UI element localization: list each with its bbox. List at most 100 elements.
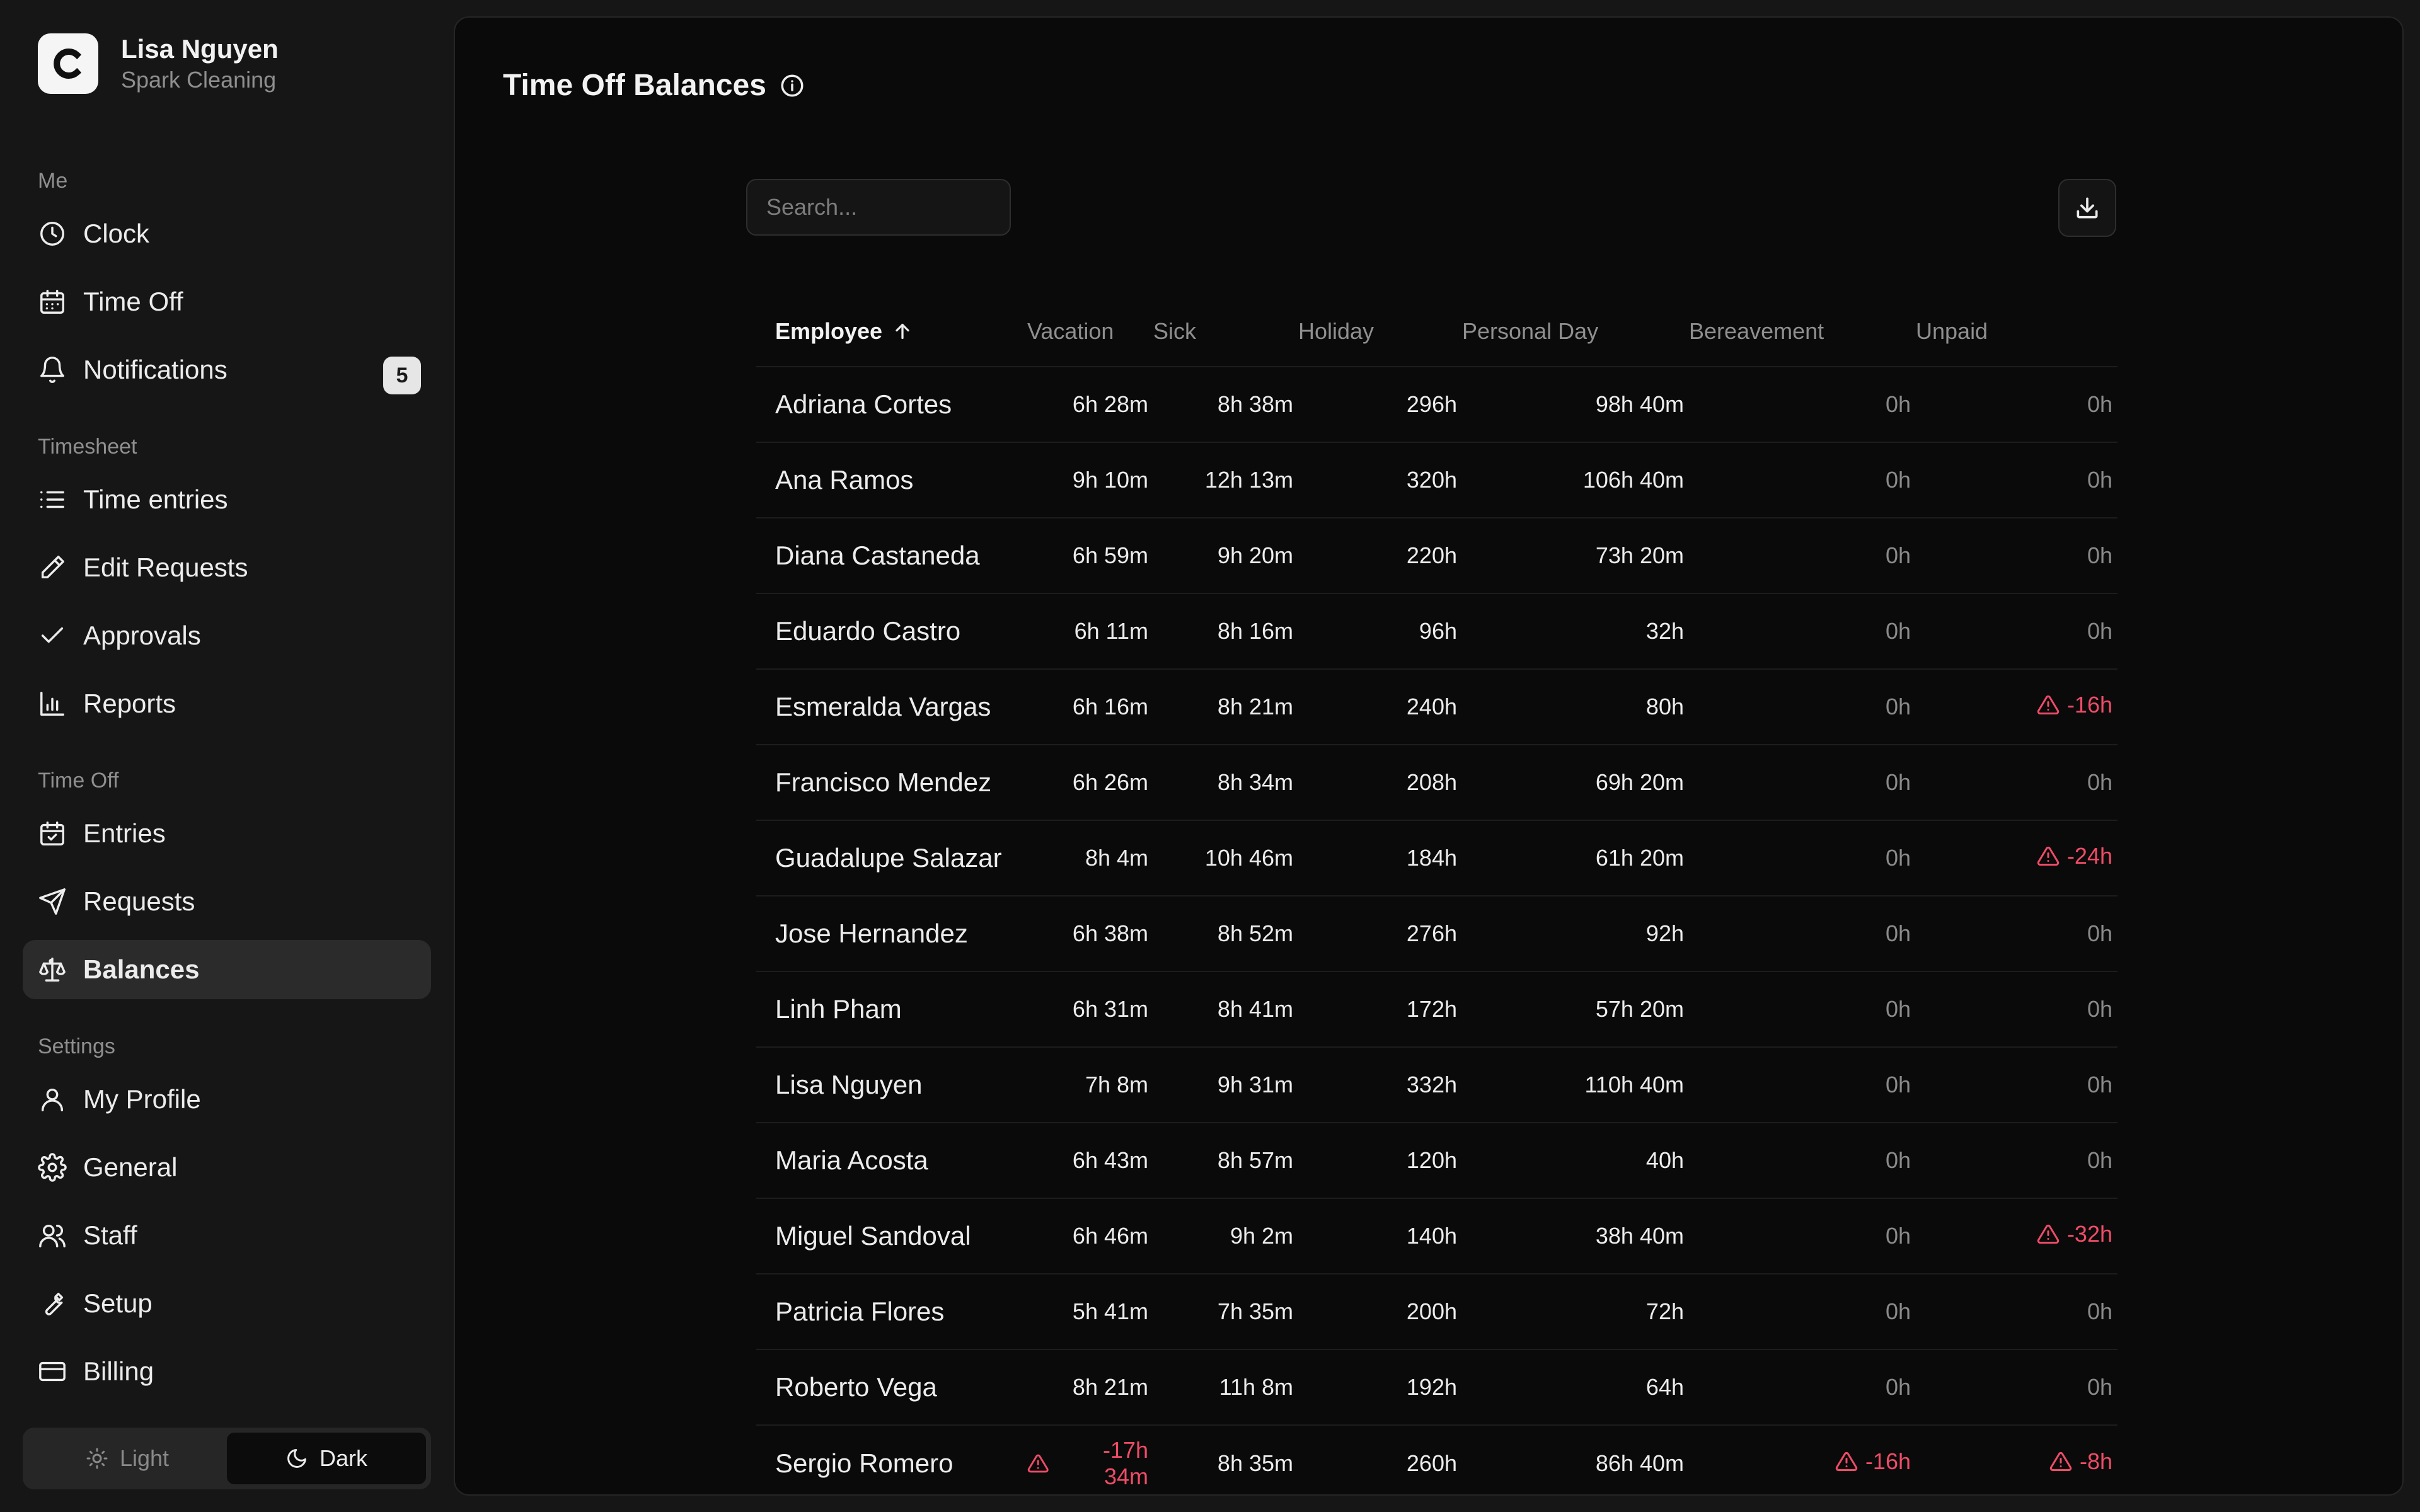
column-header-label: Sick <box>1153 318 1197 344</box>
list-icon <box>38 485 67 514</box>
sidebar-item-setup[interactable]: Setup <box>23 1274 431 1333</box>
balance-cell: 12h 13m <box>1153 442 1298 518</box>
table-row[interactable]: Maria Acosta 6h 43m 8h 57m 120h 40h 0h 0h <box>756 1122 2118 1198</box>
balance-cell: 8h 35m <box>1153 1424 1298 1494</box>
balance-cell: 32h <box>1462 593 1689 669</box>
sidebar-item-label: Requests <box>83 886 195 916</box>
balance-cell: 220h <box>1298 517 1462 593</box>
balance-cell: 8h 21m <box>1153 668 1298 745</box>
employee-name: Adriana Cortes <box>756 366 1027 442</box>
sidebar-item-label: Clock <box>83 219 150 248</box>
sidebar-item-requests[interactable]: Requests <box>23 872 431 931</box>
balance-cell: 0h <box>1689 517 1916 593</box>
sidebar-item-billing[interactable]: Billing <box>23 1342 431 1401</box>
balance-cell: 7h 35m <box>1153 1273 1298 1349</box>
balance-cell: 40h <box>1462 1122 1689 1198</box>
bar-chart-icon <box>38 689 67 718</box>
balance-cell: 64h <box>1462 1349 1689 1425</box>
organization-name: Spark Cleaning <box>121 67 277 93</box>
balances-table: Employee Vacation Sick Holiday Personal Day B… <box>756 296 2118 1494</box>
sidebar-item-label: Balances <box>83 954 200 984</box>
wrench-icon <box>38 1289 67 1318</box>
table-row[interactable]: Lisa Nguyen 7h 8m 9h 31m 332h 110h 40m 0h 0h <box>756 1046 2118 1123</box>
balance-cell: 7h 8m <box>1027 1046 1153 1123</box>
sidebar-item-staff[interactable]: Staff <box>23 1206 431 1265</box>
sidebar-item-my-profile[interactable]: My Profile <box>23 1070 431 1129</box>
balance-cell: 5h 41m <box>1027 1273 1153 1349</box>
theme-dark-button[interactable]: Dark <box>227 1433 426 1484</box>
column-header-personal-day[interactable]: Personal Day <box>1462 296 1689 367</box>
table-body: Adriana Cortes 6h 28m 8h 38m 296h 98h 40m 0h 0… <box>756 366 2118 1494</box>
balance-cell: 240h <box>1298 668 1462 745</box>
balance-cell: 260h <box>1298 1424 1462 1494</box>
sidebar-item-edit-requests[interactable]: Edit Requests <box>23 538 431 597</box>
column-header-employee[interactable]: Employee <box>756 296 1027 367</box>
sidebar-item-time-entries[interactable]: Time entries <box>23 470 431 529</box>
balance-cell: 80h <box>1462 668 1689 745</box>
sidebar-item-general[interactable]: General <box>23 1138 431 1197</box>
scale-icon <box>38 955 67 984</box>
column-header-unpaid[interactable]: Unpaid <box>1916 296 2118 367</box>
column-header-label: Holiday <box>1298 318 1374 344</box>
negative-balance-value: -24h <box>2066 843 2112 869</box>
balance-cell: -32h <box>1916 1198 2118 1274</box>
balance-cell: 106h 40m <box>1462 442 1689 518</box>
negative-balance: -24h <box>2037 843 2112 869</box>
table-row[interactable]: Roberto Vega 8h 21m 11h 8m 192h 64h 0h 0h <box>756 1349 2118 1425</box>
theme-light-button[interactable]: Light <box>28 1433 227 1484</box>
column-header-vacation[interactable]: Vacation <box>1027 296 1153 367</box>
table-row[interactable]: Ana Ramos 9h 10m 12h 13m 320h 106h 40m 0h 0h <box>756 442 2118 518</box>
sidebar-item-notifications[interactable]: Notifications 5 <box>23 340 431 399</box>
balance-cell: 8h 57m <box>1153 1122 1298 1198</box>
sidebar-item-balances[interactable]: Balances <box>23 940 431 999</box>
company-logo-icon <box>54 49 82 79</box>
account-switcher[interactable]: Lisa Nguyen Spark Cleaning <box>38 33 279 94</box>
balance-cell: 8h 38m <box>1153 366 1298 442</box>
balance-cell: 96h <box>1298 593 1462 669</box>
table-row[interactable]: Linh Pham 6h 31m 8h 41m 172h 57h 20m 0h 0h <box>756 971 2118 1047</box>
table-row[interactable]: Jose Hernandez 6h 38m 8h 52m 276h 92h 0h 0h <box>756 895 2118 971</box>
balance-cell: 0h <box>1689 971 1916 1047</box>
negative-balance: -8h <box>2049 1448 2112 1475</box>
balance-cell: 72h <box>1462 1273 1689 1349</box>
info-icon[interactable] <box>779 72 805 99</box>
search-input[interactable] <box>746 179 1011 236</box>
balance-cell: 6h 38m <box>1027 895 1153 971</box>
column-header-label: Bereavement <box>1689 318 1824 344</box>
table-row[interactable]: Guadalupe Salazar 8h 4m 10h 46m 184h 61h 20m… <box>756 820 2118 896</box>
sidebar-item-entries[interactable]: Entries <box>23 804 431 863</box>
balance-cell: 0h <box>1916 517 2118 593</box>
balance-cell: -16h <box>1689 1424 1916 1494</box>
warning-icon <box>2049 1452 2072 1471</box>
balance-cell: 320h <box>1298 442 1462 518</box>
sidebar-item-clock[interactable]: Clock <box>23 204 431 263</box>
table-row[interactable]: Patricia Flores 5h 41m 7h 35m 200h 72h 0h 0h <box>756 1273 2118 1349</box>
employee-name: Sergio Romero <box>756 1424 1027 1494</box>
table-row[interactable]: Diana Castaneda 6h 59m 9h 20m 220h 73h 20m 0h… <box>756 517 2118 593</box>
sidebar-item-reports[interactable]: Reports <box>23 674 431 733</box>
balance-cell: 8h 41m <box>1153 971 1298 1047</box>
table-row[interactable]: Eduardo Castro 6h 11m 8h 16m 96h 32h 0h 0h <box>756 593 2118 669</box>
balance-cell: 6h 11m <box>1027 593 1153 669</box>
table-row[interactable]: Adriana Cortes 6h 28m 8h 38m 296h 98h 40m 0h 0… <box>756 366 2118 442</box>
balance-cell: 0h <box>1689 442 1916 518</box>
sort-ascending-icon <box>896 323 909 339</box>
balance-cell: 0h <box>1689 1273 1916 1349</box>
balance-cell: 6h 46m <box>1027 1198 1153 1274</box>
nav-section-label: Settings <box>38 1034 115 1058</box>
sidebar-item-approvals[interactable]: Approvals <box>23 606 431 665</box>
download-button[interactable] <box>2058 179 2116 237</box>
sidebar-item-time-off[interactable]: Time Off <box>23 272 431 331</box>
table-row[interactable]: Francisco Mendez 6h 26m 8h 34m 208h 69h 20m 0… <box>756 744 2118 820</box>
table-row[interactable]: Esmeralda Vargas 6h 16m 8h 21m 240h 80h 0h -16… <box>756 668 2118 745</box>
user-icon <box>38 1085 67 1114</box>
balance-cell: 9h 20m <box>1153 517 1298 593</box>
column-header-holiday[interactable]: Holiday <box>1298 296 1462 367</box>
column-header-bereavement[interactable]: Bereavement <box>1689 296 1916 367</box>
sidebar-item-label: Time Off <box>83 287 183 316</box>
column-header-sick[interactable]: Sick <box>1153 296 1298 367</box>
table-row[interactable]: Miguel Sandoval 6h 46m 9h 2m 140h 38h 40m 0h -… <box>756 1198 2118 1274</box>
table-row[interactable]: Sergio Romero -17h 34m 8h 35m 260h 86h 40m -1… <box>756 1424 2118 1494</box>
negative-balance-value: -8h <box>2079 1448 2112 1474</box>
balance-cell: 0h <box>1689 1122 1916 1198</box>
